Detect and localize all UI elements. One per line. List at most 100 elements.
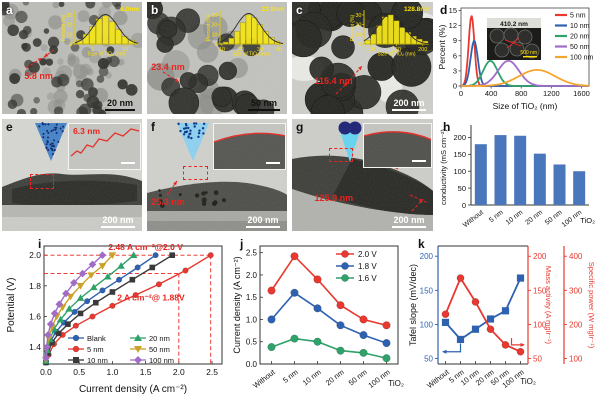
- coated-tip-schematic-icon: [177, 122, 209, 162]
- svg-text:20 nm: 20 nm: [570, 34, 590, 41]
- svg-text:Mass activity (A mgIr⁻¹): Mass activity (A mgIr⁻¹): [544, 266, 553, 345]
- svg-text:10: 10: [66, 32, 72, 38]
- panel-label-k: k: [418, 237, 425, 251]
- svg-text:0: 0: [453, 82, 457, 91]
- svg-text:TiO₂: TiO₂: [520, 377, 536, 386]
- panel-label-b: b: [151, 3, 159, 17]
- panel-g-scale-bar-label: 200 nm: [393, 214, 425, 225]
- svg-text:23.9nm: 23.9nm: [262, 6, 285, 13]
- svg-text:Size of TiO₂ (nm): Size of TiO₂ (nm): [377, 52, 415, 58]
- svg-text:10: 10: [211, 32, 217, 38]
- panel-c-tem-image: c 0 10 20 30 100 150 200 128.8nm Percent (%) Size…: [292, 2, 433, 114]
- panel-c-size-annotation: 115.4 nm: [314, 75, 353, 86]
- svg-text:20: 20: [66, 23, 72, 29]
- panel-e-edge-inset-image: [68, 124, 141, 170]
- panel-label-c: c: [296, 3, 303, 17]
- tem-micrograph-f: [147, 119, 287, 231]
- svg-text:2.0 V: 2.0 V: [358, 250, 377, 259]
- svg-text:Current density (A cm⁻²): Current density (A cm⁻²): [232, 256, 242, 353]
- svg-text:40: 40: [276, 47, 282, 53]
- svg-text:30: 30: [355, 13, 361, 19]
- svg-text:2.5: 2.5: [246, 249, 258, 258]
- tem-micrograph-a: [2, 2, 142, 114]
- svg-text:1.5: 1.5: [246, 293, 258, 302]
- svg-text:12: 12: [449, 21, 457, 30]
- svg-text:10 nm: 10 nm: [301, 367, 323, 387]
- panel-a-scale-bar-label: 20 nm: [106, 97, 133, 108]
- panel-b-scale-bar-label: 50 nm: [250, 97, 277, 108]
- svg-text:100: 100: [533, 320, 547, 329]
- svg-text:10 nm: 10 nm: [570, 23, 590, 30]
- svg-text:0: 0: [69, 42, 72, 48]
- panel-k-tafel-mass-activity-chart: 5010015020050100150200100200300400Withou…: [406, 236, 600, 400]
- svg-text:1.4: 1.4: [29, 342, 41, 352]
- svg-text:0.0: 0.0: [246, 360, 258, 369]
- svg-text:2.0: 2.0: [29, 250, 41, 260]
- svg-text:Potential (V): Potential (V): [6, 277, 17, 332]
- svg-text:500 nm: 500 nm: [520, 50, 537, 56]
- svg-text:1.8 V: 1.8 V: [358, 262, 377, 271]
- svg-text:410.2 nm: 410.2 nm: [500, 21, 528, 28]
- svg-text:Without: Without: [462, 209, 485, 229]
- svg-text:1600: 1600: [573, 89, 590, 98]
- svg-text:10: 10: [355, 32, 361, 38]
- svg-text:Percent (%): Percent (%): [61, 14, 67, 41]
- panel-e-edge-inset: 6.3 nm: [67, 123, 142, 171]
- svg-text:3: 3: [453, 66, 457, 75]
- svg-text:10: 10: [122, 47, 128, 53]
- svg-text:50: 50: [533, 355, 542, 364]
- svg-text:1.0: 1.0: [246, 315, 258, 324]
- panel-c-scale-bar: 200 nm: [392, 98, 426, 111]
- particle-on-tip-schematic-icon: [338, 121, 362, 163]
- svg-text:10: 10: [219, 47, 225, 53]
- panel-label-j: j: [240, 237, 244, 251]
- svg-text:20: 20: [355, 23, 361, 29]
- svg-text:Size of TiO₂ (nm): Size of TiO₂ (nm): [232, 52, 270, 58]
- panel-a-size-annotation: 5.8 nm: [24, 71, 53, 82]
- svg-text:200: 200: [569, 320, 583, 329]
- svg-text:400: 400: [485, 89, 498, 98]
- svg-text:20: 20: [238, 47, 244, 53]
- panel-c-size-histogram-inset: 0 10 20 30 100 150 200 128.8nm Percent (%) Size o…: [350, 6, 430, 58]
- svg-text:15: 15: [449, 6, 457, 15]
- svg-text:100 nm: 100 nm: [570, 55, 594, 62]
- svg-text:5 nm: 5 nm: [488, 209, 505, 224]
- svg-text:150: 150: [420, 286, 434, 295]
- svg-text:5 nm: 5 nm: [281, 367, 300, 384]
- svg-text:128.8nm: 128.8nm: [404, 6, 430, 13]
- panel-e-thickness-annotation: 6.3 nm: [73, 126, 101, 137]
- svg-text:5: 5: [91, 47, 94, 53]
- panel-f-edge-inset-image: [213, 124, 286, 170]
- panel-e-scale-bar: 200 nm: [101, 215, 135, 228]
- svg-text:150: 150: [533, 286, 547, 295]
- svg-text:2.0: 2.0: [173, 367, 185, 377]
- svg-text:10 nm: 10 nm: [87, 356, 108, 365]
- svg-text:10 nm: 10 nm: [505, 209, 525, 227]
- svg-text:5 nm: 5 nm: [87, 345, 104, 354]
- svg-text:200: 200: [420, 252, 434, 261]
- svg-text:Percent (%): Percent (%): [437, 24, 447, 69]
- coated-tip-schematic-icon: [34, 122, 67, 162]
- svg-text:2.0: 2.0: [246, 271, 258, 280]
- svg-text:0: 0: [462, 201, 466, 210]
- svg-text:20 nm: 20 nm: [149, 334, 170, 343]
- svg-text:5 nm: 5 nm: [570, 13, 586, 20]
- panel-a-tem-image: a 0 10 20 30 5 10 6.0nm Percent (%) Size of TiO₂…: [2, 2, 142, 114]
- svg-text:0.5: 0.5: [73, 367, 85, 377]
- svg-text:1.0: 1.0: [106, 367, 118, 377]
- panel-e-tem-image: e 6.3 nm 200 nm: [2, 119, 142, 231]
- svg-text:Specific power (W mgIr⁻¹): Specific power (W mgIr⁻¹): [587, 262, 596, 349]
- svg-text:100: 100: [366, 47, 375, 53]
- svg-text:200: 200: [418, 47, 427, 53]
- panel-d-size-distribution-chart: 0 3 6 9 12 15 0 400 800 1200 1600 410.2 nm 500 nm 5 n…: [437, 2, 600, 117]
- svg-text:9: 9: [453, 36, 457, 45]
- svg-text:2 A cm⁻²@ 1.88V: 2 A cm⁻²@ 1.88V: [117, 292, 185, 302]
- svg-text:50 nm: 50 nm: [570, 44, 590, 51]
- panel-g-scale-bar: 200 nm: [392, 214, 426, 228]
- svg-text:800: 800: [515, 89, 528, 98]
- panel-a-scale-bar: 20 nm: [105, 97, 135, 111]
- panel-j-current-density-chart: 0.0 0.5 1.0 1.5 2.0 2.5 Without 5 nm 10 nm 20 nm 5…: [230, 236, 406, 400]
- svg-text:400: 400: [569, 252, 583, 261]
- svg-text:30: 30: [257, 47, 263, 53]
